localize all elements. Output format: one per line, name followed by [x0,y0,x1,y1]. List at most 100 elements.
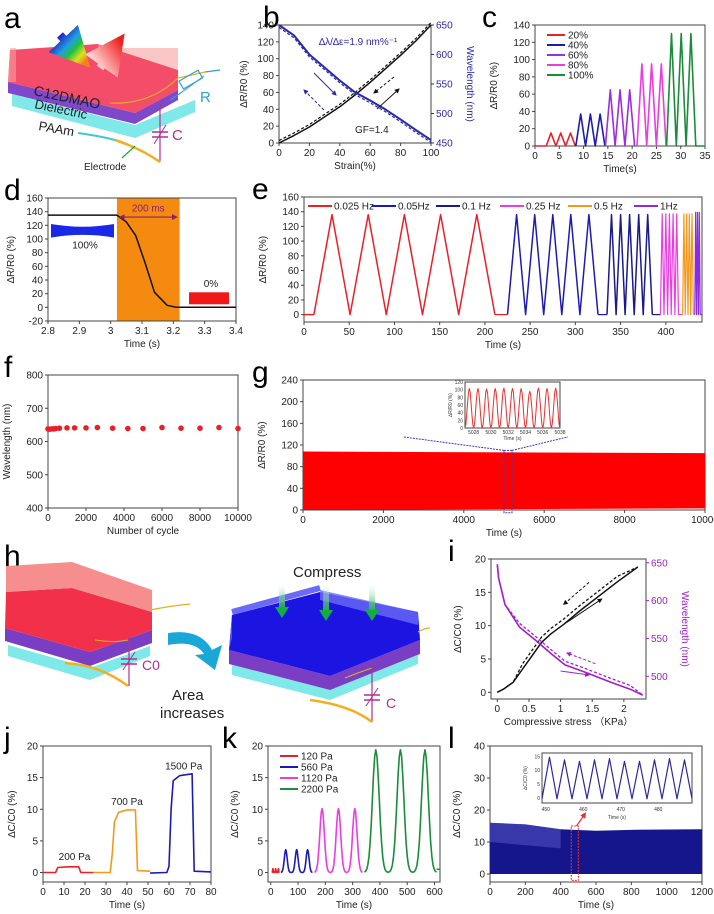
zoom-connector [511,436,569,451]
x-tick-label: 80 [395,148,407,159]
x-axis-label: Time (s) [124,339,160,350]
x-axis-label: Time (s) [578,900,614,911]
legend-label: 0.025 Hz [334,202,374,213]
x-tick-label: 0 [301,327,307,338]
plot-frame [490,558,647,700]
y-tick-label: 80 [519,72,531,83]
y2-tick-label: 600 [651,596,668,607]
plot-frame [534,24,706,147]
x-tick-label: 400 [372,887,389,898]
compress-label: Compress [293,564,361,581]
y-tick-label: 15 [475,588,487,599]
y-tick-label: 240 [281,376,298,387]
inset-x-tick: 480 [654,807,663,813]
y-tick-label: 140 [513,21,530,32]
loading-arrow [566,598,603,623]
inset-x-tick: 460 [579,807,588,813]
series-80% [636,63,667,147]
x-tick-label: 150 [431,327,448,338]
x-tick-label: 25 [651,151,663,162]
y2-axis-label: Wavelength (nm) [679,591,690,667]
x-tick-label: 600 [426,887,443,898]
x-axis-label: Strain(%) [334,161,376,172]
unloading-arrow [303,89,325,111]
y-tick-label: 20 [32,289,44,300]
annotation-200pa: 200 Pa [59,852,91,863]
slope-annotation: ∆λ/∆ε=1.9 nm%⁻¹ [319,37,398,48]
y2-tick-label: 550 [651,634,668,645]
y-tick-label: 40 [32,276,44,287]
capacitance-return-line [497,566,639,693]
x-tick-label: 40 [334,148,346,159]
x-tick-label: 3.4 [229,326,243,337]
annotation-700pa: 700 Pa [111,797,143,808]
y-tick-label: 0 [293,310,299,321]
y-tick-label: 140 [282,207,299,218]
y-axis-label: ∆R/R0 (%) [6,236,17,283]
x-axis-label: Time (s) [109,900,145,911]
y-axis-label: ∆C/C0 (%) [452,790,463,837]
x-tick-label: 1000 [656,887,679,898]
inset-signal [464,387,561,429]
x-tick-label: 3.2 [166,326,180,337]
chart-e: e 0 50 100 150 200 250 300 350 400 0 20 40 60 80 100 120… [252,173,703,351]
panel-h: h C0 Area increases C [4,540,431,723]
y2-tick-label: 650 [436,21,453,32]
compress-arrow-icon [319,610,333,621]
x-tick-label: 30 [100,887,112,898]
y-tick-label: 60 [32,262,44,273]
x-tick-label: 0 [268,887,274,898]
capacitor-label: C [172,127,183,144]
area-label-1: Area [172,687,204,704]
x-tick-label: 50 [344,327,356,338]
data-point [125,425,131,432]
series-0.1 Hz [606,213,654,316]
y-tick-label: 20 [263,122,275,133]
inset-y-tick: 40 [457,411,463,417]
y-tick-label: 100 [26,235,43,246]
inset-x-tick: 470 [617,807,626,813]
y-tick-label: 400 [26,504,43,515]
panel-label-c: c [482,1,497,34]
y-tick-label: 20 [474,806,486,817]
panel-label-a: a [4,2,21,35]
x-tick-label: 200 [317,887,334,898]
inset-x-tick: 5034 [520,430,531,436]
paam-layer [12,94,195,138]
x-tick-label: 500 [399,887,416,898]
relaxed-sample-icon [189,292,229,305]
legend-label: 1Hz [660,202,678,213]
panel-label-d: d [4,174,21,207]
plot-frame [47,374,239,509]
y2-tick-label: 450 [436,139,453,150]
x-tick-label: 400 [552,887,569,898]
x-tick-label: 15 [602,151,614,162]
y-axis-label: ∆R/R0 (%) [258,236,269,283]
x-tick-label: 10000 [224,513,252,524]
x-tick-label: 200 [477,327,494,338]
chart-g: g020004000600080001000004080120160200240… [252,356,714,539]
x-tick-label: 0 [487,887,493,898]
x-tick-label: 2000 [372,515,395,526]
layer-label-paam: PAAm [37,118,75,139]
x-axis-label: Number of cycle [107,526,180,537]
inset-x-tick: 5028 [468,430,479,436]
dielectric-layer [8,82,178,124]
y-tick-label: 0 [479,870,485,881]
data-point [64,425,70,431]
inset-frame [541,752,693,804]
data-point [216,424,222,431]
y2-axis-label: Wavelength (nm) [464,46,475,122]
electrode-label: Electrode [84,162,127,173]
reflected-light-arrow [85,33,125,78]
data-point [178,425,184,432]
inset-y-label: ∆C/C0 (%) [523,766,529,790]
wavelength-line [278,24,432,141]
inset-y-label: ∆R/R0 (%) [448,393,454,417]
y-tick-label: 120 [257,37,274,48]
y-tick-label: 600 [26,437,43,448]
x-tick-label: 4000 [453,515,476,526]
inset-y-tick: 0 [537,796,540,802]
y-tick-label: 20 [288,295,300,306]
zoom-region [503,449,513,514]
